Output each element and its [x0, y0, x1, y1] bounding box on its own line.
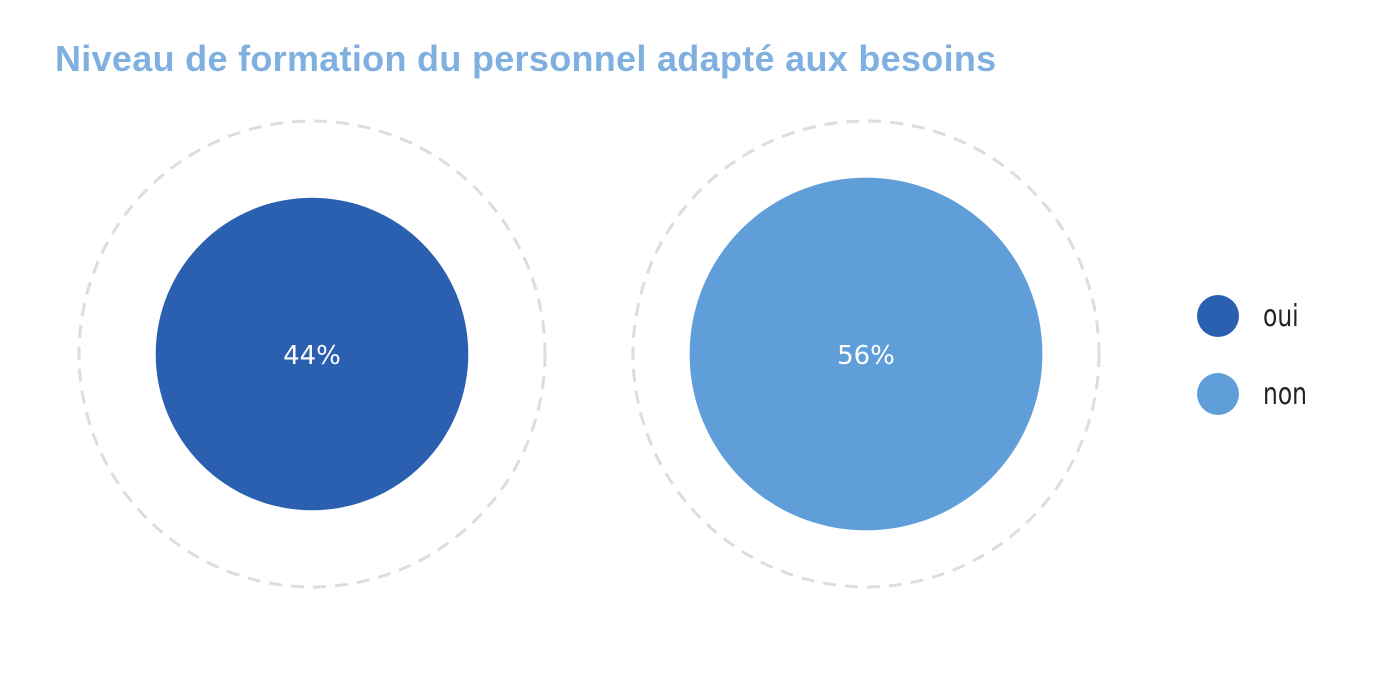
legend: oui non — [1197, 294, 1319, 450]
legend-swatch-oui — [1197, 295, 1239, 337]
legend-item-oui: oui — [1197, 294, 1319, 338]
max-ring-oui — [77, 119, 547, 589]
value-label-oui: 44% — [283, 341, 341, 371]
max-ring-non — [631, 119, 1101, 589]
legend-label-oui: oui — [1263, 298, 1299, 334]
legend-swatch-non — [1197, 373, 1239, 415]
legend-label-non: non — [1263, 376, 1307, 412]
bubble-non — [689, 177, 1043, 531]
value-label-non: 56% — [837, 341, 895, 371]
chart-title: Niveau de formation du personnel adapté … — [55, 38, 997, 79]
bubble-oui — [155, 197, 469, 511]
legend-item-non: non — [1197, 372, 1319, 416]
